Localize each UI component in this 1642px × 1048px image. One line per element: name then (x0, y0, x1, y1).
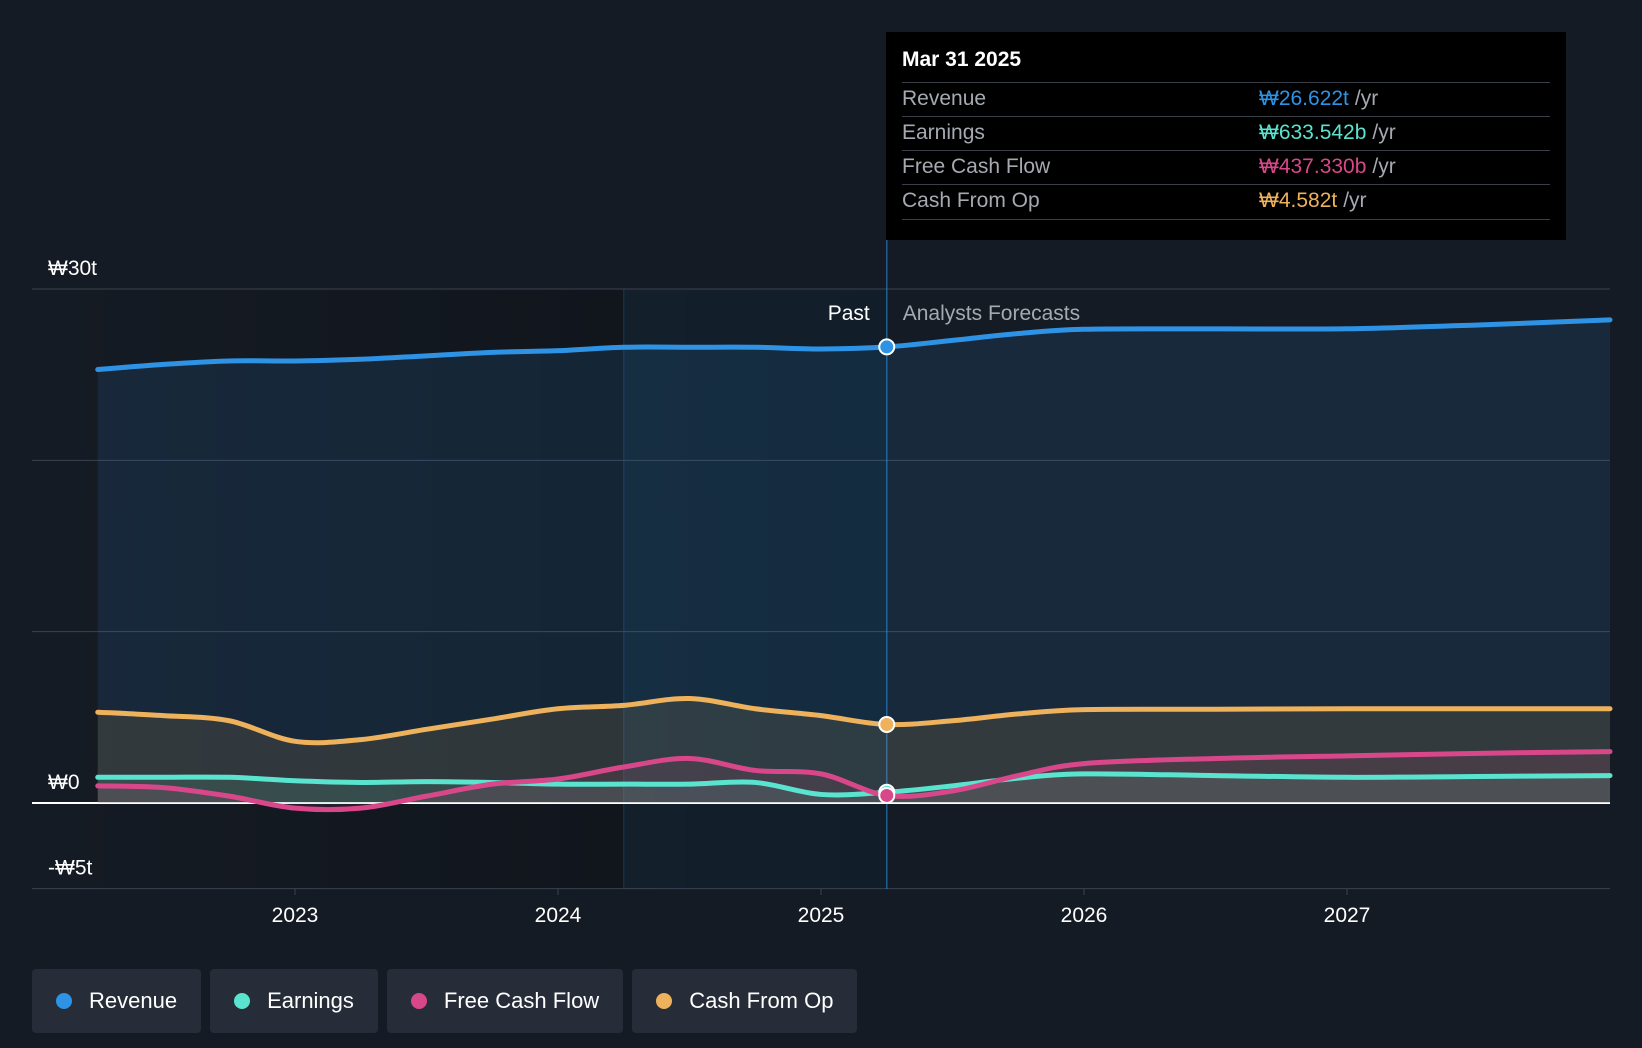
area-earnings (97, 773, 1610, 803)
line-revenue (95, 317, 1613, 373)
legend-dot-icon (56, 993, 72, 1009)
legend-label: Free Cash Flow (443, 988, 600, 1013)
tooltip-label: Free Cash Flow (902, 155, 1051, 178)
line-earnings (95, 771, 1613, 798)
legend-label: Earnings (267, 988, 354, 1013)
area-free-cash-flow (97, 751, 1610, 810)
y-tick-label: ₩0 (48, 771, 80, 794)
forecast-label: Analysts Forecasts (903, 302, 1080, 325)
legend-item-free-cash-flow[interactable]: Free Cash Flow (386, 969, 624, 1033)
tooltip-label: Revenue (902, 87, 987, 110)
legend-label: Cash From Op (689, 988, 834, 1013)
tooltip-row-revenue: Revenue ₩26.622t/yr (902, 82, 1550, 117)
x-tick-label: 2025 (798, 904, 845, 927)
line-cash-from-op (95, 695, 1613, 746)
y-tick-label: ₩30t (48, 257, 97, 280)
legend: Revenue Earnings Free Cash Flow Cash Fro… (32, 969, 858, 1033)
point-revenue (878, 338, 896, 356)
x-tick-label: 2026 (1061, 904, 1108, 927)
tooltip-row-earnings: Earnings ₩633.542b/yr (902, 116, 1550, 151)
past-label: Past (828, 302, 870, 325)
x-tick-label: 2024 (535, 904, 582, 927)
tooltip-value: ₩26.622t/yr (1259, 87, 1379, 110)
tooltip-row-cash-from-op: Cash From Op ₩4.582t/yr (902, 184, 1550, 220)
legend-dot-icon (234, 993, 251, 1009)
point-cash-from-op (878, 716, 896, 734)
area-revenue (97, 319, 1610, 803)
legend-item-earnings[interactable]: Earnings (210, 969, 378, 1033)
tooltip-label: Earnings (902, 121, 985, 144)
legend-dot-icon (656, 993, 673, 1009)
x-tick-label: 2027 (1324, 904, 1371, 927)
line-free-cash-flow (95, 749, 1613, 813)
point-free-cash-flow (878, 786, 896, 804)
tooltip-row-free-cash-flow: Free Cash Flow ₩437.330b/yr (902, 150, 1550, 185)
tooltip-label: Cash From Op (902, 189, 1040, 212)
x-tick-label: 2023 (272, 904, 319, 927)
tooltip-value: ₩4.582t/yr (1259, 189, 1367, 212)
legend-item-revenue[interactable]: Revenue (32, 969, 202, 1033)
tooltip: Mar 31 2025 Revenue ₩26.622t/yr Earnings… (886, 32, 1566, 240)
highlight-band (623, 289, 887, 889)
tooltip-date: Mar 31 2025 (902, 48, 1022, 71)
tooltip-value: ₩437.330b/yr (1259, 155, 1396, 178)
legend-item-cash-from-op[interactable]: Cash From Op (632, 969, 858, 1033)
tooltip-value: ₩633.542b/yr (1259, 121, 1396, 144)
legend-label: Revenue (89, 988, 178, 1013)
y-tick-label: -₩5t (48, 857, 92, 880)
legend-dot-icon (410, 993, 427, 1009)
